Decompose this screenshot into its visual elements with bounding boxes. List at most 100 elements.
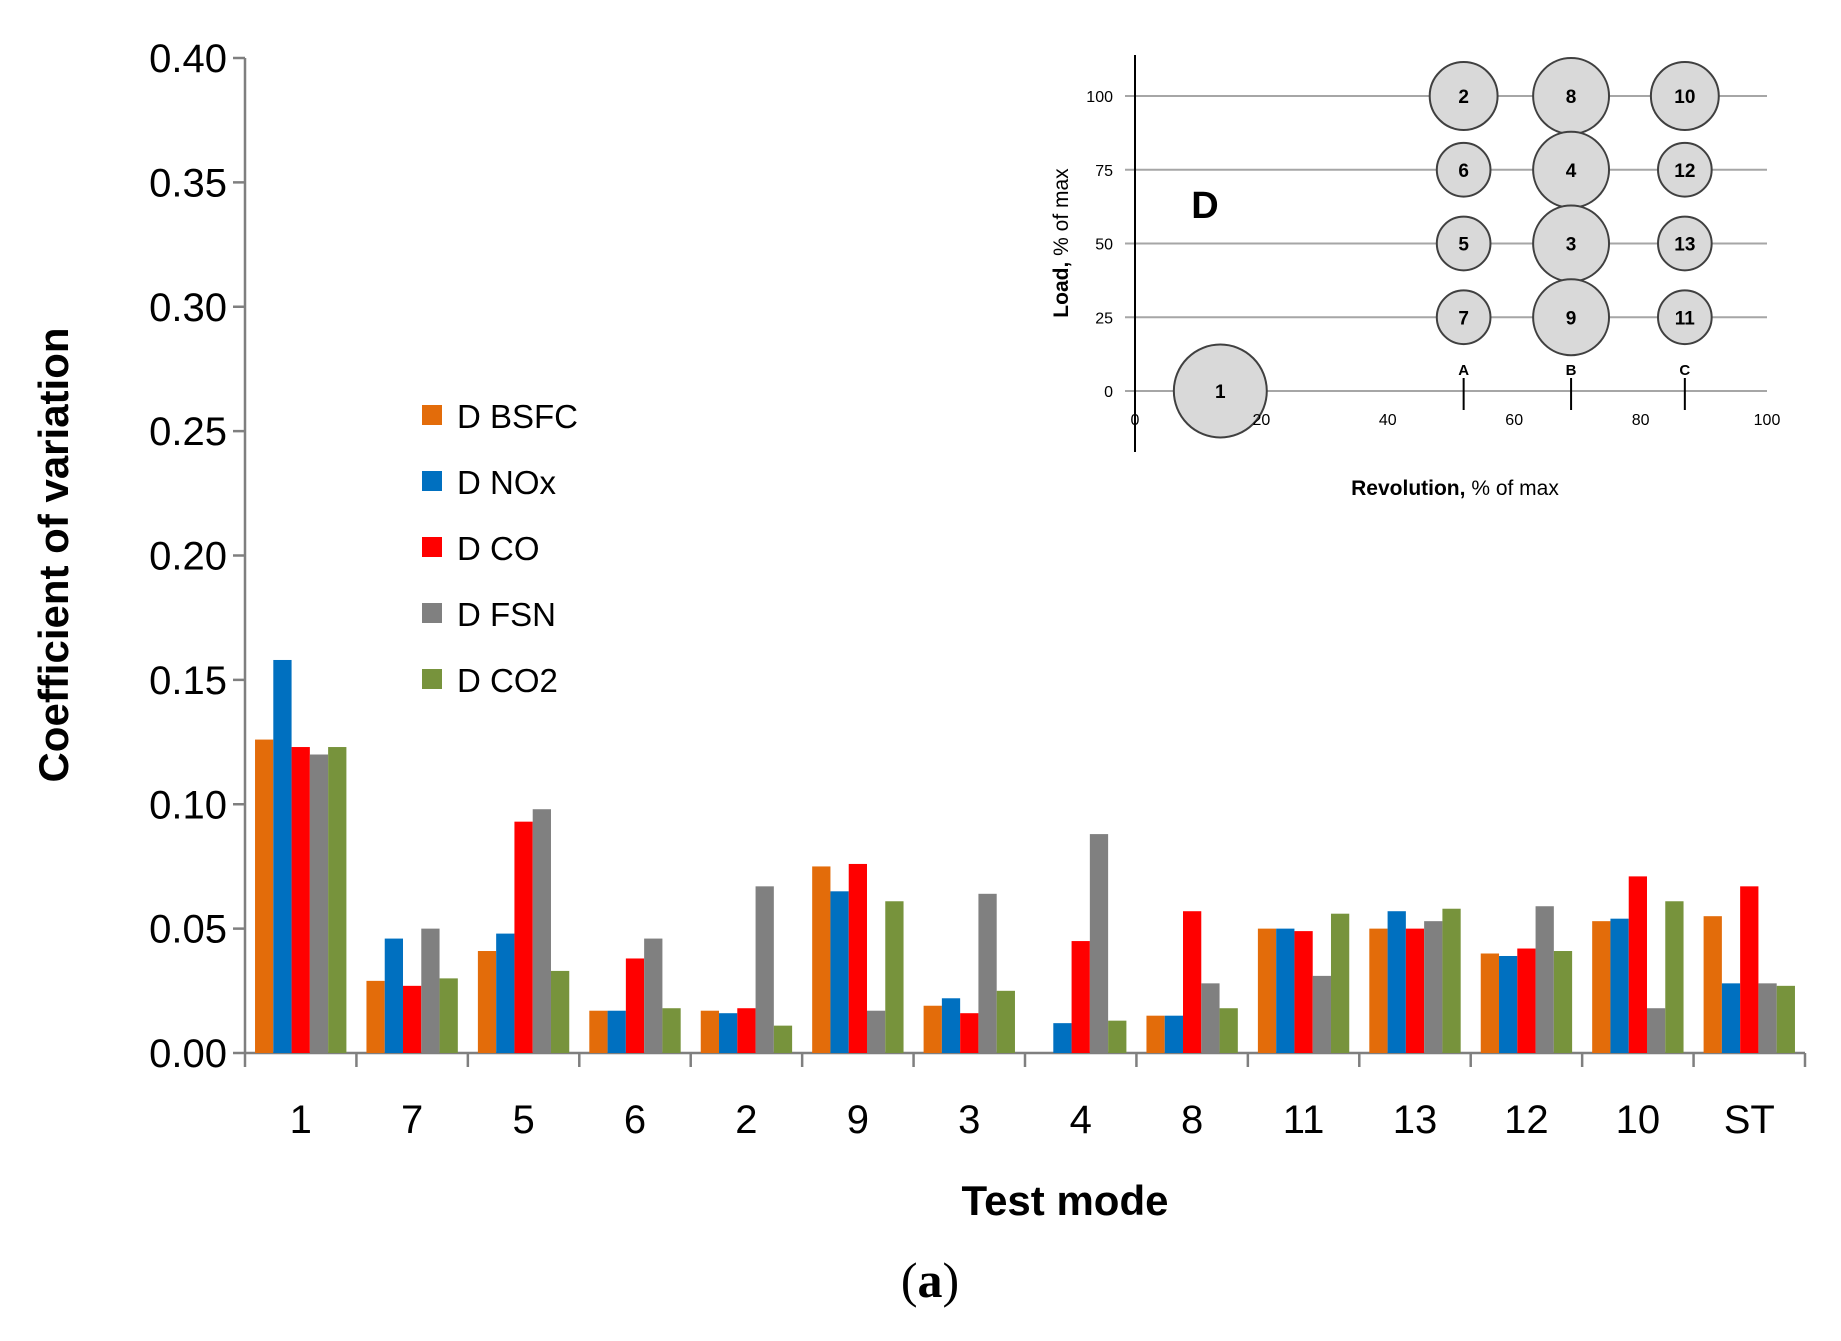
y-tick-label: 0.25 — [149, 410, 227, 454]
bar-d-co-11 — [1294, 931, 1313, 1053]
bar-d-nox-7 — [384, 938, 404, 1053]
mode-label: 13 — [1674, 235, 1695, 256]
bar-d-co2-6 — [662, 1008, 681, 1053]
bar-d-co2-10 — [1665, 901, 1684, 1053]
x-tick-label: 1 — [290, 1098, 312, 1142]
mode-label: 7 — [1458, 308, 1469, 329]
mode-circle-7 — [1435, 289, 1492, 346]
bar-d-nox-11 — [1276, 928, 1295, 1053]
x-tick-label: 9 — [847, 1098, 869, 1142]
bar-d-co2-3 — [996, 990, 1015, 1053]
legend-label: D CO2 — [457, 662, 558, 699]
legend-label: D FSN — [457, 596, 556, 633]
bar-d-co-3 — [960, 1013, 979, 1053]
bar-d-nox-2 — [719, 1013, 738, 1053]
bar-d-fsn-3 — [978, 893, 997, 1053]
bar-d-bsfc-12 — [1480, 953, 1500, 1053]
inset-x-tick-label: 60 — [1505, 412, 1523, 429]
mode-circle-5 — [1435, 215, 1492, 272]
bar-d-nox-5 — [496, 933, 515, 1053]
y-tick-label: 0.20 — [149, 535, 227, 579]
bar-d-fsn-2 — [755, 886, 774, 1053]
mode-circle-13 — [1657, 215, 1713, 272]
mode-label: 2 — [1458, 87, 1469, 108]
bar-d-co-2 — [737, 1008, 756, 1053]
bar-d-co2-7 — [439, 978, 458, 1053]
mode-circle-12 — [1657, 141, 1713, 198]
y-tick-label: 0.15 — [149, 659, 227, 703]
legend: D BSFC D NOx D CO D FSN D CO2 — [422, 398, 578, 699]
mode-label: 8 — [1566, 87, 1577, 108]
bar-d-nox-3 — [941, 998, 961, 1053]
y-tick-label: 0.00 — [149, 1032, 227, 1076]
bar-d-co-9 — [848, 863, 867, 1053]
x-tick-label: 7 — [401, 1098, 423, 1142]
bar-d-fsn-11 — [1312, 975, 1331, 1053]
bar-d-co-13 — [1405, 928, 1425, 1053]
bar-d-co2-5 — [550, 970, 570, 1053]
y-tick-label: 0.35 — [149, 161, 227, 205]
bar-d-nox-6 — [607, 1010, 626, 1053]
x-tick-label: 10 — [1616, 1098, 1661, 1142]
legend-label: D NOx — [457, 464, 557, 501]
bar-d-nox-10 — [1610, 918, 1629, 1053]
bar-d-fsn-st — [1758, 983, 1777, 1053]
x-axis-title: Test mode — [962, 1177, 1169, 1224]
bar-d-bsfc-5 — [477, 951, 497, 1053]
bar-d-bsfc-3 — [923, 1005, 942, 1053]
bar-d-co-7 — [403, 985, 422, 1053]
bar-d-bsfc-10 — [1592, 921, 1611, 1053]
bar-d-bsfc-7 — [366, 980, 385, 1053]
x-tick-label: 5 — [512, 1098, 534, 1142]
x-tick-label: 8 — [1181, 1098, 1203, 1142]
x-tick-label: 3 — [958, 1098, 980, 1142]
bar-d-nox-9 — [830, 891, 849, 1053]
y-axis-title: Coefficient of variation — [30, 327, 77, 782]
bar-d-nox-4 — [1053, 1023, 1072, 1053]
bar-d-fsn-10 — [1646, 1008, 1666, 1053]
bar-d-co2-13 — [1442, 908, 1461, 1053]
mode-label: 6 — [1458, 161, 1469, 182]
mode-label: 12 — [1674, 161, 1695, 182]
inset-x-tick-label: 0 — [1131, 412, 1140, 429]
mode-label: 10 — [1674, 87, 1695, 108]
inset-x-tick-label: 80 — [1632, 412, 1650, 429]
main-bar-chart: 0.000.050.100.150.200.250.300.350.401 7 5 6… — [30, 37, 1807, 1224]
x-tick-label: 4 — [1070, 1098, 1092, 1142]
bar-d-co2-11 — [1330, 913, 1350, 1053]
bar-d-fsn-7 — [421, 928, 440, 1053]
inset-x-tick-label: 20 — [1253, 412, 1271, 429]
bar-d-fsn-5 — [532, 809, 551, 1053]
inset-x-tick-label: 40 — [1379, 412, 1397, 429]
inset-y-axis-title: Load, % of max — [1050, 168, 1073, 318]
bar-d-co-4 — [1071, 941, 1090, 1053]
bar-d-co-6 — [625, 958, 645, 1053]
y-tick-label: 0.30 — [149, 286, 227, 330]
mode-label: 9 — [1566, 308, 1577, 329]
bar-d-co2-st — [1776, 985, 1795, 1053]
bar-d-co2-9 — [885, 901, 904, 1053]
y-tick-label: 0.10 — [149, 783, 227, 827]
bar-d-fsn-6 — [644, 938, 663, 1053]
bar-d-nox-8 — [1164, 1015, 1184, 1053]
bar-d-co-st — [1740, 886, 1759, 1053]
bar-d-bsfc-9 — [812, 866, 831, 1053]
inset-x-tick-label: 100 — [1754, 412, 1781, 429]
bar-d-co2-2 — [773, 1025, 793, 1053]
legend-label: D CO — [457, 530, 540, 567]
bar-d-fsn-13 — [1424, 921, 1443, 1053]
inset-x-axis-title: Revolution, % of max — [1351, 477, 1559, 500]
mode-label: 1 — [1215, 382, 1226, 403]
bar-d-co-12 — [1517, 948, 1536, 1053]
bar-d-co2-1 — [328, 747, 347, 1053]
mode-circle-9 — [1532, 278, 1611, 357]
bar-d-co-8 — [1183, 911, 1202, 1053]
x-tick-label: 2 — [735, 1098, 757, 1142]
bar-d-nox-st — [1721, 983, 1741, 1053]
bar-d-bsfc-13 — [1369, 928, 1388, 1053]
bar-d-co2-8 — [1219, 1008, 1238, 1053]
bar-d-co-1 — [291, 747, 310, 1053]
legend-label: D BSFC — [457, 398, 578, 435]
bar-d-fsn-8 — [1201, 983, 1220, 1053]
